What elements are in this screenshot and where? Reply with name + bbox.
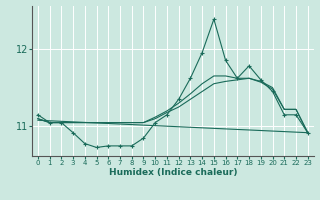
X-axis label: Humidex (Indice chaleur): Humidex (Indice chaleur) (108, 168, 237, 177)
